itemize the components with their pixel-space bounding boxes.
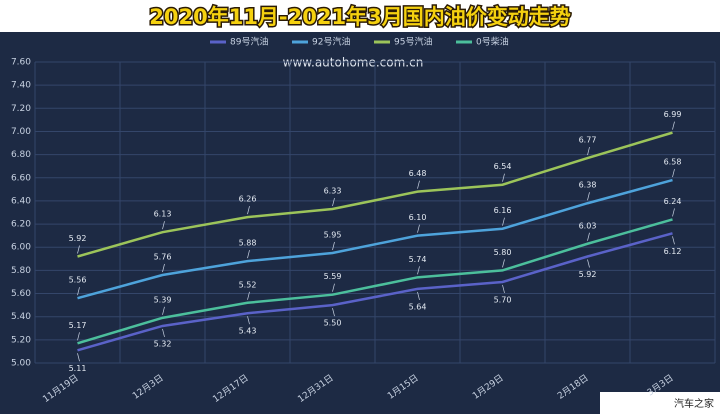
label-leader (247, 291, 250, 300)
data-label: 6.38 (579, 181, 597, 190)
data-label: 5.70 (494, 295, 512, 304)
label-leader (162, 306, 165, 315)
data-label: 5.59 (324, 272, 342, 281)
data-label: 5.50 (324, 319, 342, 328)
y-tick-label: 6.80 (11, 150, 31, 160)
data-label: 5.64 (409, 302, 427, 311)
data-label: 6.16 (494, 206, 512, 215)
y-tick-label: 6.60 (11, 173, 31, 183)
label-leader (502, 173, 505, 182)
data-label: 5.92 (579, 270, 597, 279)
legend-label: 89号汽油 (230, 36, 268, 48)
y-tick-label: 5.20 (11, 335, 31, 345)
data-label: 6.77 (579, 136, 597, 145)
label-leader (247, 206, 250, 215)
data-label: 6.99 (664, 110, 682, 119)
data-label: 6.13 (154, 210, 172, 219)
y-tick-label: 6.00 (11, 243, 31, 253)
source: 汽车之家 (674, 397, 714, 410)
legend-label: 95号汽油 (394, 36, 432, 48)
data-label: 6.26 (239, 195, 257, 204)
label-leader (162, 221, 165, 230)
label-leader (162, 328, 165, 338)
data-label: 5.80 (494, 248, 512, 257)
data-label: 6.24 (664, 197, 682, 206)
y-tick-label: 6.20 (11, 220, 31, 230)
label-leader (672, 208, 675, 217)
data-label: 6.03 (579, 221, 597, 230)
y-tick-label: 5.40 (11, 312, 31, 322)
label-leader (77, 353, 80, 362)
label-leader (672, 121, 675, 130)
data-label: 5.76 (154, 253, 172, 262)
label-leader (332, 241, 335, 251)
label-leader (587, 259, 590, 268)
label-leader (332, 197, 335, 207)
label-leader (587, 147, 590, 156)
label-leader (77, 287, 80, 296)
data-label: 6.48 (409, 169, 427, 178)
data-label: 5.88 (239, 239, 257, 248)
title-band (0, 0, 720, 32)
label-leader (502, 284, 505, 294)
label-leader (332, 283, 335, 292)
label-leader (332, 308, 335, 317)
y-tick-label: 5.60 (11, 289, 31, 299)
data-label: 5.74 (409, 255, 427, 264)
y-tick-label: 7.00 (11, 127, 31, 137)
y-tick-label: 7.20 (11, 104, 31, 114)
label-leader (247, 250, 250, 259)
series-line (77, 131, 673, 258)
legend-label: 92号汽油 (312, 36, 350, 48)
label-leader (417, 180, 420, 189)
data-label: 5.11 (69, 364, 87, 373)
label-leader (417, 291, 420, 300)
data-label: 5.39 (154, 295, 172, 304)
data-label: 6.58 (664, 158, 682, 167)
label-leader (77, 332, 80, 341)
label-leader (417, 266, 420, 275)
data-label: 6.12 (664, 247, 682, 256)
legend-label: 0号柴油 (476, 36, 509, 48)
series-line (77, 232, 673, 352)
y-tick-label: 7.40 (11, 81, 31, 91)
chart-title: 2020年11月-2021年3月国内油价变动走势 (149, 5, 570, 29)
data-label: 5.43 (239, 327, 257, 336)
y-tick-label: 7.60 (11, 58, 31, 68)
series-line (77, 178, 673, 300)
label-leader (247, 316, 250, 325)
label-leader (587, 232, 590, 241)
label-leader (77, 245, 80, 254)
data-label: 6.33 (324, 187, 342, 196)
label-leader (672, 168, 675, 178)
label-leader (672, 236, 675, 245)
y-tick-label: 6.40 (11, 196, 31, 206)
y-tick-label: 5.00 (11, 359, 31, 369)
data-label: 5.17 (69, 321, 87, 330)
data-label: 5.92 (69, 234, 87, 243)
label-leader (162, 263, 165, 273)
source-band (600, 392, 720, 414)
label-leader (587, 192, 590, 201)
data-label: 5.95 (324, 231, 342, 240)
data-label: 6.10 (409, 213, 427, 222)
label-leader (502, 259, 505, 268)
label-leader (417, 224, 420, 233)
label-leader (502, 217, 505, 226)
data-label: 5.52 (239, 280, 257, 289)
data-label: 6.54 (494, 162, 512, 171)
series-line (77, 218, 673, 345)
data-label: 5.32 (154, 339, 172, 348)
y-tick-label: 5.80 (11, 266, 31, 276)
data-label: 5.56 (69, 276, 87, 285)
